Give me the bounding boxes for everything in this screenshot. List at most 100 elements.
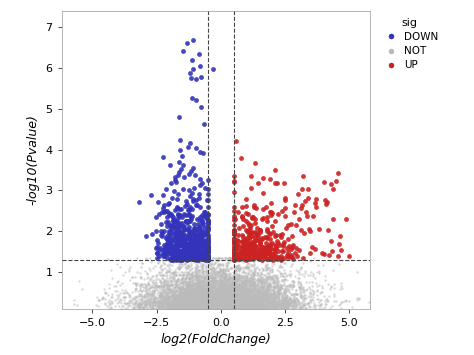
Point [205,296,212,302]
Point [175,293,183,299]
Point [238,293,246,299]
Point [212,289,220,295]
Point [234,293,242,299]
Point [207,278,214,284]
Point [257,293,264,299]
Point [101,289,109,294]
Point [194,279,201,285]
Point [222,297,229,303]
Point [208,295,216,300]
Point [216,290,223,296]
Point [216,299,223,304]
Point [268,212,275,218]
Point [243,292,251,297]
Point [219,295,227,300]
Point [216,283,224,288]
Point [214,301,221,306]
Point [210,300,218,306]
Point [191,268,199,274]
Point [199,301,206,307]
Point [263,297,270,302]
Point [165,283,173,288]
Point [287,283,294,289]
Point [219,302,227,308]
Point [208,294,215,299]
Point [242,291,250,296]
Point [182,286,190,291]
Point [228,287,236,293]
Point [207,301,214,307]
Point [185,297,193,303]
Point [249,297,257,302]
Point [193,298,201,304]
Point [209,267,216,272]
Point [179,290,187,296]
Point [221,255,229,261]
Point [239,304,247,310]
Point [218,299,225,304]
Point [240,304,248,309]
Point [222,265,229,271]
Point [243,289,251,295]
Point [195,301,202,307]
Point [219,274,227,280]
Point [178,302,186,307]
Point [169,297,176,303]
Point [233,302,240,308]
Point [176,303,183,308]
Point [245,289,253,294]
Point [225,297,232,302]
Point [220,266,228,272]
Point [260,277,268,282]
Point [236,295,244,301]
Point [179,305,186,311]
Point [316,303,324,309]
Point [204,305,211,311]
Point [222,262,229,268]
Point [209,281,217,286]
Point [172,248,179,254]
Point [265,281,273,287]
Point [309,291,316,296]
Point [247,292,255,298]
Point [269,296,277,302]
Point [196,252,203,258]
Point [206,291,214,297]
Point [205,306,213,311]
Point [246,245,253,251]
Point [160,206,167,211]
Point [234,274,242,280]
Point [141,284,148,290]
Point [204,289,212,295]
Point [190,303,197,308]
Point [214,282,222,287]
Point [204,248,212,254]
Point [237,266,244,272]
Point [184,219,192,224]
Point [182,301,190,307]
Point [144,282,151,288]
Point [222,266,230,272]
Point [201,277,209,283]
Point [202,286,210,292]
Point [181,296,189,302]
Point [220,306,228,312]
Point [192,299,200,304]
Point [174,306,182,311]
Point [288,244,296,250]
Point [258,300,266,306]
Point [191,292,199,298]
Point [203,287,211,293]
Point [242,305,250,311]
Point [228,289,236,294]
Point [278,295,286,301]
Point [182,259,190,265]
Point [203,282,210,287]
Point [254,297,261,302]
Point [215,301,223,306]
Point [193,284,201,290]
Point [162,286,170,292]
Point [175,293,182,298]
Point [189,293,196,298]
Point [162,186,170,192]
